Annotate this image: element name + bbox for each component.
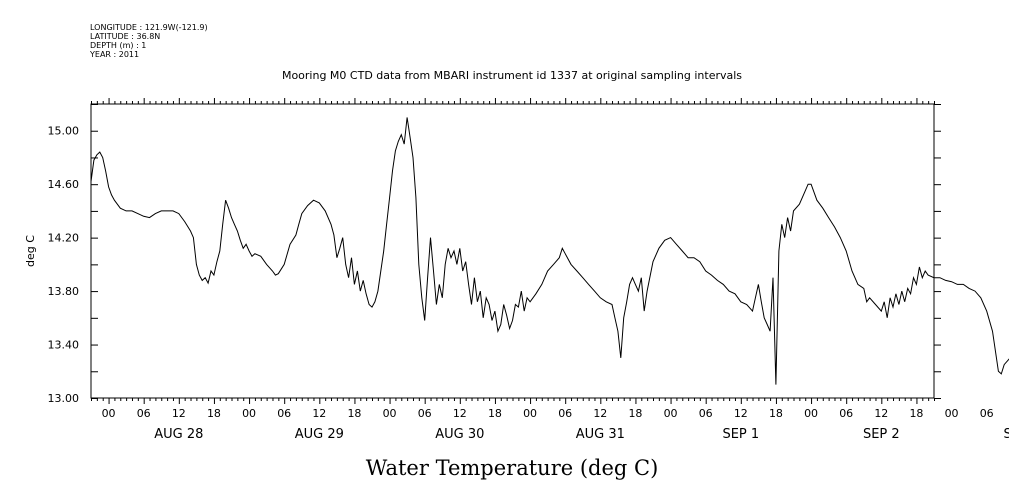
x-day-label: AUG 31 [576,427,625,442]
x-tick-label: 12 [734,407,748,420]
x-tick-label: 00 [664,407,678,420]
x-tick-label: 06 [558,407,572,420]
x-tick-label: 12 [874,407,888,420]
x-tick-label: 06 [699,407,713,420]
y-tick-label: 15.00 [48,125,80,138]
y-tick-label: 14.60 [48,178,80,191]
y-tick-label: 14.20 [48,232,80,245]
temperature-series-line [90,117,1009,385]
x-tick-label: 12 [593,407,607,420]
x-day-label: SEP 1 [722,427,759,442]
latitude-label: LATITUDE : 36.8N [90,32,160,41]
x-tick-label: 00 [523,407,537,420]
x-tick-label: 18 [347,407,361,420]
x-tick-label: 06 [980,407,994,420]
x-tick-label: 00 [804,407,818,420]
y-tick-label: 13.80 [48,285,80,298]
y-tick-label: 13.40 [48,339,80,352]
plot-frame [90,103,935,399]
x-tick-label: 18 [628,407,642,420]
x-tick-label: 18 [488,407,502,420]
year-label: YEAR : 2011 [89,50,139,59]
x-tick-label: 00 [242,407,256,420]
longitude-label: LONGITUDE : 121.9W(-121.9) [90,23,208,32]
x-tick-label: 12 [453,407,467,420]
x-day-label: SEP 2 [863,427,900,442]
x-tick-label: 12 [172,407,186,420]
x-day-label: AUG 30 [435,427,484,442]
x-tick-label: 06 [839,407,853,420]
x-tick-label: 00 [945,407,959,420]
depth-label: DEPTH (m) : 1 [90,41,146,50]
caption-water-temperature: Water Temperature (deg C) [366,456,659,480]
x-tick-label: 18 [207,407,221,420]
x-tick-label: 18 [909,407,923,420]
x-tick-label: 06 [137,407,151,420]
chart-title: Mooring M0 CTD data from MBARI instrumen… [282,69,742,82]
y-axis-label: deg C [24,235,37,267]
x-tick-label: 00 [383,407,397,420]
x-day-label: AUG 28 [154,427,203,442]
x-tick-label: 06 [277,407,291,420]
x-tick-label: 06 [418,407,432,420]
x-tick-label: 12 [312,407,326,420]
y-tick-label: 13.00 [48,392,80,405]
x-tick-label: 00 [102,407,116,420]
x-day-label: SEP 3 [1003,427,1009,442]
x-tick-label: 18 [769,407,783,420]
x-day-label: AUG 29 [295,427,344,442]
